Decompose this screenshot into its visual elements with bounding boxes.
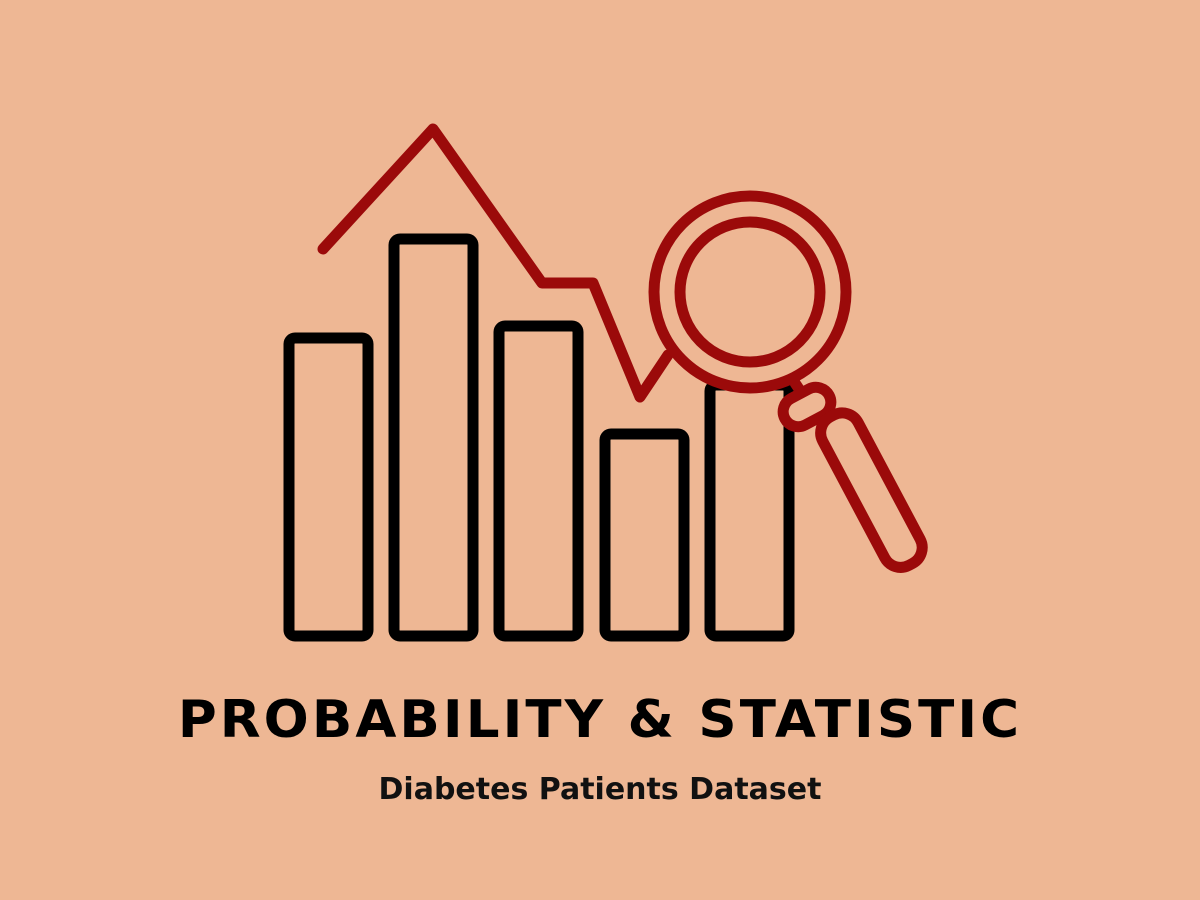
magnifier-collar [777,381,837,433]
trend-line [317,123,674,403]
bar-2 [388,233,479,642]
magnifier-handle [815,407,928,573]
bar-5 [704,379,795,642]
bar-3 [493,320,584,642]
magnifier-icon [648,190,928,573]
magnifier-inner-ring [674,216,826,368]
bar-4 [599,428,690,642]
bar-1 [283,332,374,642]
page-title: PROBABILITY & STATISTIC [177,690,1023,750]
page-subtitle: Diabetes Patients Dataset [378,772,822,807]
bar-chart-magnifier-icon [283,123,928,642]
